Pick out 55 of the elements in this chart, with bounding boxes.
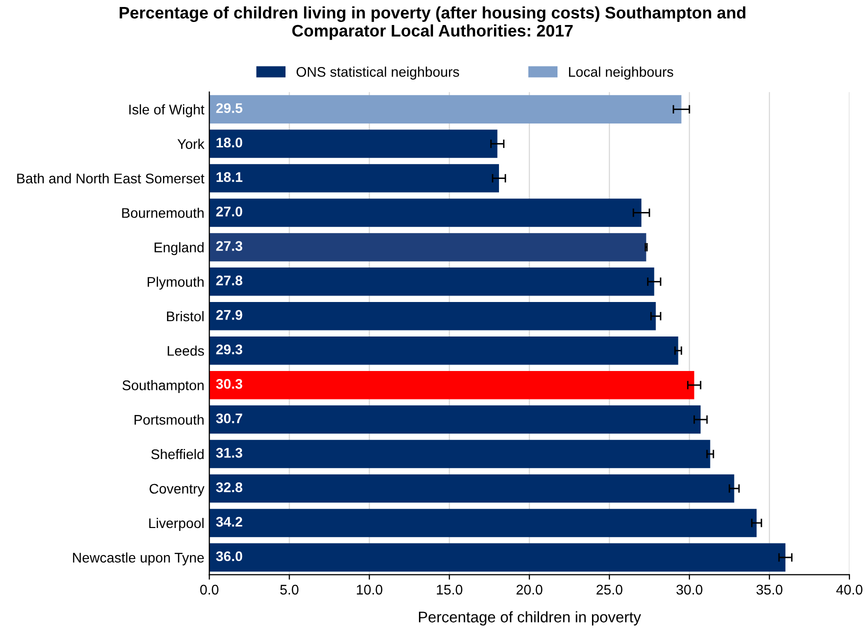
y-tick-label: Newcastle upon Tyne <box>73 552 204 566</box>
x-tick-label: 0.0 <box>200 584 218 595</box>
x-tick-label: 40.0 <box>836 584 862 595</box>
data-label: 27.3 <box>216 241 242 251</box>
bar <box>209 405 701 434</box>
y-tick-label: Plymouth <box>148 276 204 290</box>
x-tick-label: 10.0 <box>356 584 382 595</box>
bar <box>209 474 734 503</box>
data-label: 27.9 <box>216 310 242 320</box>
data-label: 29.3 <box>216 344 242 354</box>
x-tick-label: 25.0 <box>596 584 622 595</box>
data-label: 30.3 <box>216 378 242 389</box>
x-tick-label: 20.0 <box>516 584 542 595</box>
data-label: 32.8 <box>216 482 242 492</box>
bar <box>209 233 646 262</box>
y-tick-label: Isle of Wight <box>129 104 204 118</box>
bar <box>209 164 499 192</box>
x-tick-label: 5.0 <box>280 584 298 595</box>
y-tick-label: Bristol <box>167 311 204 322</box>
y-tick-label: Portsmouth <box>134 414 204 425</box>
bar <box>209 198 642 227</box>
data-label: 34.2 <box>216 516 242 527</box>
x-axis-title: Percentage of children in poverty <box>418 611 642 626</box>
bar <box>209 543 786 572</box>
bar <box>209 336 678 365</box>
y-tick-label: Coventry <box>150 484 204 496</box>
y-tick-label: Liverpool <box>149 518 204 531</box>
y-tick-label: England <box>154 242 204 256</box>
y-tick-label: Southampton <box>122 380 204 393</box>
y-tick-label: Sheffield <box>151 448 204 460</box>
y-tick-label: York <box>177 138 204 149</box>
bar <box>209 440 710 468</box>
data-label: 27.0 <box>216 206 242 216</box>
y-tick-label: Leeds <box>168 346 204 356</box>
x-tick-label: 35.0 <box>756 584 782 595</box>
y-tick-label: Bath and North East Somerset <box>17 173 204 184</box>
bar <box>209 508 757 538</box>
legend-label: Local neighbours <box>569 66 674 80</box>
data-label: 30.7 <box>216 413 242 424</box>
bar <box>209 302 656 330</box>
data-label: 27.8 <box>216 276 242 286</box>
bar <box>209 130 498 158</box>
y-tick-label: Bournemouth <box>122 208 204 218</box>
legend-label: ONS statistical neighbours <box>296 66 460 80</box>
bar <box>209 268 654 296</box>
x-tick-label: 30.0 <box>676 584 702 595</box>
x-tick-label: 15.0 <box>436 584 462 595</box>
data-label: 29.5 <box>216 103 242 114</box>
chart-title: Percentage of children living in poverty (after housing costs) Southampton and Comparator Local Authorities: 2017 <box>120 6 746 40</box>
data-label: 18.0 <box>216 138 242 148</box>
bar <box>209 95 682 124</box>
data-label: 36.0 <box>216 551 242 562</box>
bar <box>209 370 694 400</box>
data-label: 31.3 <box>216 448 242 458</box>
data-label: 18.1 <box>216 172 242 182</box>
